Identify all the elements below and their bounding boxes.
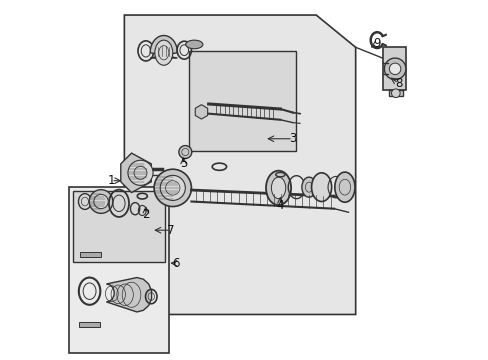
Circle shape	[89, 190, 113, 213]
Polygon shape	[106, 278, 151, 312]
Text: 8: 8	[394, 77, 402, 90]
Polygon shape	[195, 105, 207, 119]
Bar	[80, 252, 101, 257]
Bar	[79, 321, 100, 327]
Polygon shape	[121, 153, 151, 193]
Polygon shape	[150, 36, 177, 58]
Ellipse shape	[311, 173, 331, 202]
Text: 1: 1	[107, 174, 115, 187]
Circle shape	[94, 194, 108, 209]
Bar	[388, 90, 402, 96]
Polygon shape	[124, 15, 355, 315]
Text: 7: 7	[167, 224, 174, 237]
Circle shape	[128, 160, 153, 185]
Polygon shape	[382, 47, 405, 90]
Bar	[73, 191, 164, 262]
Ellipse shape	[185, 40, 203, 49]
Ellipse shape	[271, 177, 285, 199]
Ellipse shape	[334, 172, 354, 202]
Text: 6: 6	[172, 257, 180, 270]
Circle shape	[179, 145, 191, 158]
Circle shape	[160, 175, 185, 201]
Circle shape	[391, 89, 399, 98]
Circle shape	[388, 63, 400, 75]
Text: 3: 3	[288, 132, 296, 145]
Text: 5: 5	[180, 157, 187, 170]
Circle shape	[154, 169, 191, 207]
Bar	[188, 51, 296, 151]
Ellipse shape	[155, 40, 172, 65]
Bar	[69, 187, 169, 353]
Circle shape	[384, 58, 405, 80]
Text: 4: 4	[276, 199, 284, 212]
Ellipse shape	[301, 177, 316, 197]
Ellipse shape	[265, 171, 290, 205]
Text: 2: 2	[142, 208, 149, 221]
Text: 9: 9	[373, 37, 380, 50]
